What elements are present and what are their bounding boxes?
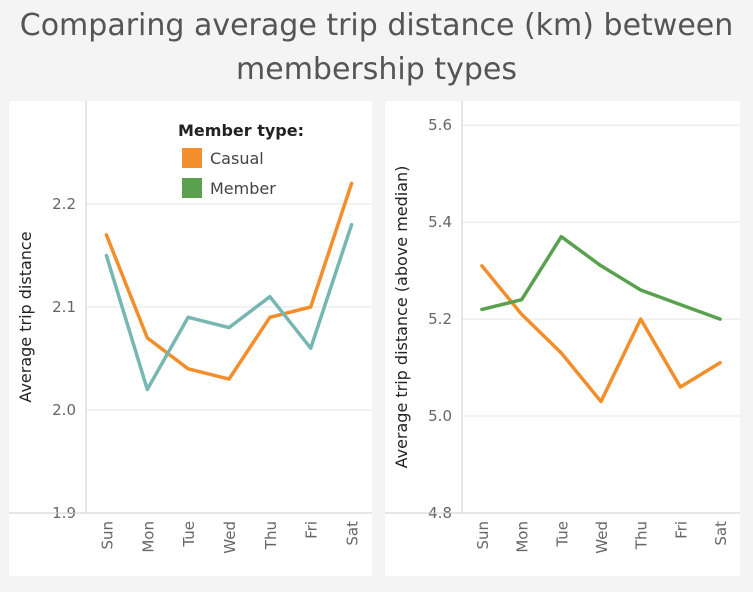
left-series-line-member <box>104 222 354 392</box>
left-x-tick-label: Mon <box>139 521 157 553</box>
right-y-axis-title: Average trip distance (above median) <box>392 166 411 469</box>
right-y-tick-label: 5.4 <box>428 213 452 231</box>
legend-label-casual: Casual <box>210 149 264 168</box>
right-x-tick-label: Fri <box>672 521 690 539</box>
right-series-line-casual <box>480 264 722 404</box>
left-x-tick-label: Thu <box>262 521 280 550</box>
left-y-tick-label: 2.0 <box>52 401 76 419</box>
chart-title: Comparing average trip distance (km) bet… <box>19 8 734 87</box>
legend-swatch-casual <box>182 148 202 168</box>
left-x-tick-label: Tue <box>180 521 198 548</box>
right-x-tick-label: Thu <box>633 521 651 550</box>
left-x-tick-label: Wed <box>221 521 239 554</box>
right-y-tick-label: 5.6 <box>428 116 452 134</box>
right-series-line-member <box>480 234 722 321</box>
left-chart-panel: 1.9 2.0 2.1 2.2 Average trip distance Sun Mon T… <box>9 101 372 576</box>
left-x-tick-label: Fri <box>303 521 321 539</box>
left-y-tick-label: 2.1 <box>52 298 76 316</box>
left-y-tick-label: 2.2 <box>52 195 76 213</box>
left-x-tick-label: Sun <box>98 521 116 550</box>
left-y-axis-title: Average trip distance <box>16 231 35 402</box>
right-x-tick-label: Mon <box>514 521 532 553</box>
right-chart-panel: 4.8 5.0 5.2 5.4 5.6 Average trip distance (ab… <box>385 101 740 576</box>
right-x-tick-label: Sun <box>474 521 492 550</box>
left-x-tick-label: Sat <box>344 521 362 546</box>
legend-label-member: Member <box>210 179 276 198</box>
right-x-tick-label: Sat <box>712 521 730 546</box>
left-series-line-casual <box>104 181 354 381</box>
legend-title: Member type: <box>178 121 304 140</box>
right-x-tick-label: Tue <box>553 521 571 548</box>
right-y-tick-label: 5.0 <box>428 407 452 425</box>
right-y-tick-label: 5.2 <box>428 310 452 328</box>
right-x-tick-label: Wed <box>593 521 611 554</box>
legend-swatch-member <box>182 178 202 198</box>
